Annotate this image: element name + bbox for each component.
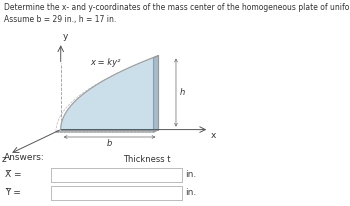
Text: Assume b = 29 in., h = 17 in.: Assume b = 29 in., h = 17 in. bbox=[4, 15, 116, 25]
Polygon shape bbox=[154, 56, 159, 132]
Text: X̅ =: X̅ = bbox=[5, 170, 22, 179]
Text: x: x bbox=[211, 131, 217, 140]
Text: b: b bbox=[107, 139, 112, 148]
Text: i: i bbox=[38, 188, 42, 198]
Text: Answers:: Answers: bbox=[4, 153, 44, 163]
Text: x = ky²: x = ky² bbox=[90, 58, 120, 67]
Text: Thickness t: Thickness t bbox=[123, 156, 170, 165]
Text: Y̅ =: Y̅ = bbox=[5, 188, 21, 197]
Text: z: z bbox=[2, 156, 7, 165]
Text: h: h bbox=[180, 88, 185, 97]
Text: i: i bbox=[38, 170, 42, 180]
Text: Determine the x- and y-coordinates of the mass center of the homogeneous plate o: Determine the x- and y-coordinates of th… bbox=[4, 3, 350, 12]
Polygon shape bbox=[56, 130, 159, 132]
Text: y: y bbox=[63, 32, 68, 41]
Polygon shape bbox=[61, 56, 159, 130]
Text: in.: in. bbox=[186, 170, 197, 179]
Text: in.: in. bbox=[186, 188, 197, 197]
